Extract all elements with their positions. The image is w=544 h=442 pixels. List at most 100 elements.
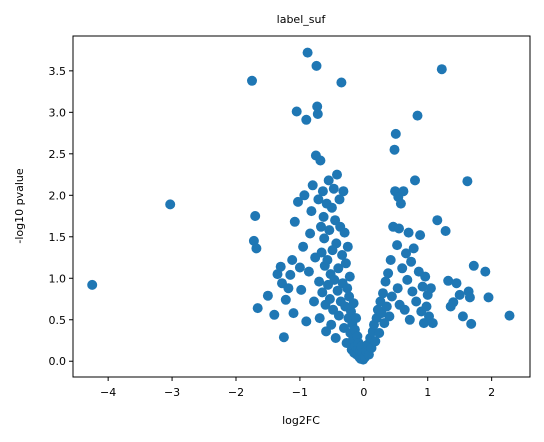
y-tick-label: 1.0 (49, 272, 67, 285)
data-point (278, 332, 289, 343)
y-tick-label: 1.5 (49, 231, 67, 244)
data-point (165, 199, 176, 210)
data-point (275, 261, 286, 272)
x-tick-label: −1 (292, 386, 308, 399)
data-point (462, 176, 473, 187)
data-point (336, 77, 347, 88)
y-tick-label: 2.5 (49, 148, 67, 161)
data-point (333, 263, 344, 274)
y-tick-label: 2.0 (49, 189, 67, 202)
data-point (280, 294, 291, 305)
data-point (324, 294, 335, 304)
data-point (316, 221, 326, 232)
x-tick-label: −4 (100, 386, 116, 399)
data-point (403, 227, 414, 238)
data-point (301, 316, 312, 327)
data-point (454, 289, 465, 300)
data-point (408, 243, 419, 254)
data-point (314, 313, 325, 324)
data-point (464, 292, 475, 303)
data-point (332, 169, 342, 180)
data-point (283, 283, 294, 294)
data-point (386, 291, 397, 302)
data-point (296, 284, 307, 295)
data-point (468, 260, 479, 271)
data-point (340, 258, 351, 269)
data-point (504, 310, 515, 321)
data-point (407, 286, 418, 297)
data-point (370, 336, 381, 347)
data-point (322, 255, 333, 265)
data-point (318, 211, 329, 222)
data-point (303, 266, 314, 277)
data-point (305, 228, 316, 239)
data-point (480, 266, 491, 277)
data-point (302, 47, 313, 58)
data-point (306, 206, 317, 217)
data-point (285, 269, 296, 280)
data-point (390, 128, 401, 139)
data-point (307, 180, 318, 191)
data-point (338, 186, 349, 197)
data-point (262, 290, 273, 301)
data-point (309, 296, 319, 307)
data-point (316, 247, 327, 258)
data-point (288, 308, 299, 319)
data-point (380, 276, 391, 287)
data-point (448, 297, 459, 308)
y-axis-label: -log10 pvalue (13, 168, 26, 243)
data-point (337, 250, 348, 260)
data-point (324, 225, 335, 236)
data-point (381, 301, 392, 312)
data-point (425, 283, 436, 294)
data-point (312, 101, 323, 112)
data-point (417, 281, 428, 292)
x-tick-label: 0 (360, 386, 367, 399)
data-point (269, 309, 280, 320)
data-point (384, 311, 395, 322)
data-point (394, 223, 404, 234)
data-point (330, 333, 341, 343)
data-point (392, 283, 403, 294)
data-point (451, 278, 462, 289)
data-point (339, 227, 350, 238)
data-point (395, 198, 406, 209)
data-point (319, 233, 330, 244)
data-point (294, 262, 305, 273)
data-point (250, 211, 261, 221)
x-axis-label: log2FC (282, 414, 320, 427)
data-point (312, 109, 323, 119)
data-point (333, 310, 344, 321)
data-point (317, 186, 328, 197)
data-point (404, 314, 415, 325)
data-points (87, 47, 515, 365)
y-axis-ticks: 0.0 0.5 1.0 1.5 2.0 2.5 3.0 3.5 (49, 65, 73, 368)
data-point (351, 313, 362, 324)
data-point (342, 283, 353, 294)
data-point (443, 275, 454, 286)
data-point (293, 196, 303, 207)
data-point (328, 183, 339, 194)
data-point (289, 216, 300, 227)
data-point (344, 271, 355, 282)
chart-title: label_suf (277, 13, 327, 26)
x-tick-label: 2 (488, 386, 495, 399)
data-point (287, 255, 298, 265)
data-point (415, 230, 426, 241)
data-point (402, 274, 413, 285)
x-tick-label: −3 (164, 386, 180, 399)
data-point (298, 241, 309, 252)
data-point (406, 256, 417, 267)
data-point (436, 64, 447, 75)
data-point (427, 318, 438, 329)
data-point (412, 110, 423, 121)
y-tick-label: 0.5 (49, 314, 67, 327)
data-point (252, 303, 263, 314)
data-point (326, 319, 337, 330)
x-tick-label: −2 (228, 386, 244, 399)
data-point (334, 194, 345, 205)
data-point (348, 298, 359, 309)
data-point (457, 311, 468, 322)
data-point (483, 292, 494, 303)
